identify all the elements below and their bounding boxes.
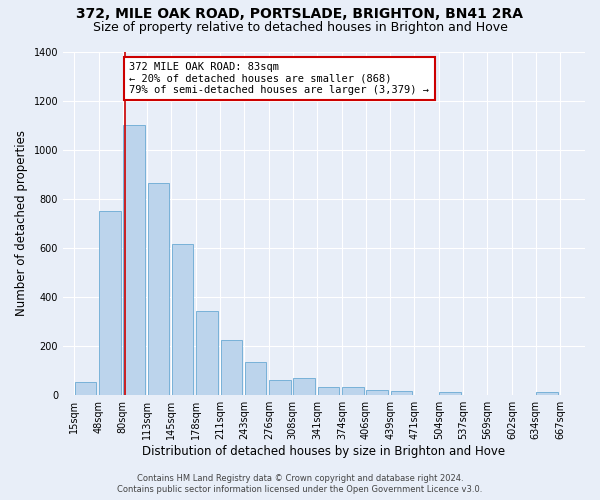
Y-axis label: Number of detached properties: Number of detached properties (15, 130, 28, 316)
Text: 372 MILE OAK ROAD: 83sqm
← 20% of detached houses are smaller (868)
79% of semi-: 372 MILE OAK ROAD: 83sqm ← 20% of detach… (130, 62, 430, 95)
Bar (293, 378, 314, 394)
Bar (100, 211, 121, 394)
Bar (221, 340, 242, 394)
Text: Size of property relative to detached houses in Brighton and Hove: Size of property relative to detached ho… (92, 21, 508, 34)
Bar (148, 182, 169, 394)
Bar (536, 392, 557, 394)
Bar (245, 362, 266, 394)
Text: 372, MILE OAK ROAD, PORTSLADE, BRIGHTON, BN41 2RA: 372, MILE OAK ROAD, PORTSLADE, BRIGHTON,… (77, 8, 523, 22)
Bar (439, 392, 461, 394)
Bar (391, 391, 412, 394)
Bar (367, 390, 388, 394)
X-axis label: Distribution of detached houses by size in Brighton and Hove: Distribution of detached houses by size … (142, 444, 506, 458)
Text: Contains HM Land Registry data © Crown copyright and database right 2024.
Contai: Contains HM Land Registry data © Crown c… (118, 474, 482, 494)
Bar (172, 244, 193, 394)
Bar (343, 388, 364, 394)
Bar (269, 380, 290, 394)
Bar (318, 388, 339, 394)
Bar (196, 312, 218, 394)
Bar (75, 382, 96, 394)
Bar (123, 125, 145, 394)
